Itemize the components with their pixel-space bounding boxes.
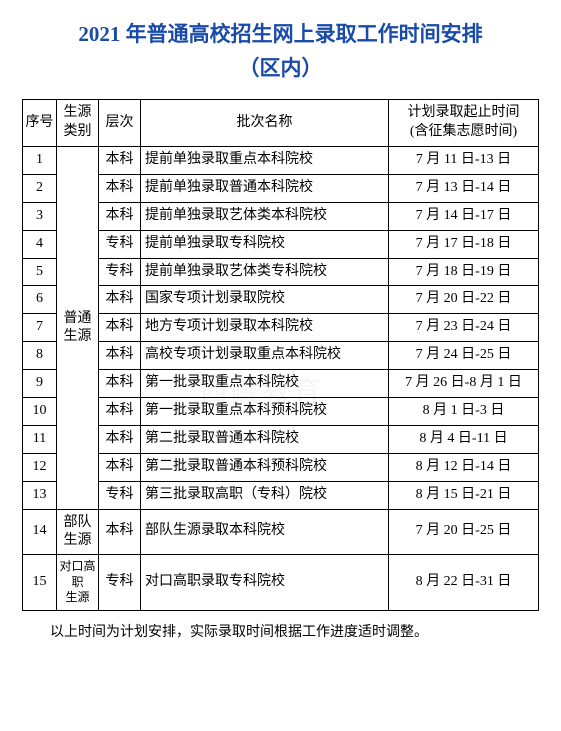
cell-level: 专科 <box>99 258 141 286</box>
table-row: 2 本科 提前单独录取普通本科院校 7 月 13 日-14 日 <box>23 174 539 202</box>
title-line-1: 2021 年普通高校招生网上录取工作时间安排 <box>22 18 539 52</box>
table-row: 7 本科 地方专项计划录取本科院校 7 月 23 日-24 日 <box>23 314 539 342</box>
table-row: 4 专科 提前单独录取专科院校 7 月 17 日-18 日 <box>23 230 539 258</box>
table-row: 14 部队生源 本科 部队生源录取本科院校 7 月 20 日-25 日 <box>23 509 539 554</box>
table-header-row: 序号 生源类别 层次 批次名称 计划录取起止时间 (含征集志愿时间) <box>23 100 539 147</box>
cell-name: 部队生源录取本科院校 <box>141 509 389 554</box>
cell-level: 本科 <box>99 342 141 370</box>
cell-level: 专科 <box>99 481 141 509</box>
cell-level: 本科 <box>99 509 141 554</box>
cell-time: 8 月 1 日-3 日 <box>389 397 539 425</box>
table-row: 5 专科 提前单独录取艺体类专科院校 7 月 18 日-19 日 <box>23 258 539 286</box>
cell-time: 7 月 18 日-19 日 <box>389 258 539 286</box>
table-row: 11 本科 第二批录取普通本科院校 8 月 4 日-11 日 <box>23 425 539 453</box>
cell-seq: 10 <box>23 397 57 425</box>
table-row: 12 本科 第二批录取普通本科预科院校 8 月 12 日-14 日 <box>23 453 539 481</box>
page-title: 2021 年普通高校招生网上录取工作时间安排 （区内） <box>22 18 539 85</box>
cell-name: 第二批录取普通本科院校 <box>141 425 389 453</box>
cell-time: 7 月 23 日-24 日 <box>389 314 539 342</box>
header-level: 层次 <box>99 100 141 147</box>
cell-seq: 3 <box>23 202 57 230</box>
header-time-line1: 计划录取起止时间 <box>408 105 520 120</box>
table-body: 1 普通生源 本科 提前单独录取重点本科院校 7 月 11 日-13 日 2 本… <box>23 146 539 610</box>
table-row: 10 本科 第一批录取重点本科预科院校 8 月 1 日-3 日 <box>23 397 539 425</box>
cell-name: 提前单独录取艺体类本科院校 <box>141 202 389 230</box>
table-row: 1 普通生源 本科 提前单独录取重点本科院校 7 月 11 日-13 日 <box>23 146 539 174</box>
cell-category-army: 部队生源 <box>57 509 99 554</box>
header-time-line2: (含征集志愿时间) <box>410 124 517 139</box>
cell-level: 本科 <box>99 425 141 453</box>
cell-time: 7 月 11 日-13 日 <box>389 146 539 174</box>
table-row: 13 专科 第三批录取高职（专科）院校 8 月 15 日-21 日 <box>23 481 539 509</box>
cell-seq: 15 <box>23 554 57 610</box>
cell-level: 本科 <box>99 370 141 398</box>
cell-name: 第一批录取重点本科预科院校 <box>141 397 389 425</box>
cell-name: 地方专项计划录取本科院校 <box>141 314 389 342</box>
cell-time: 8 月 4 日-11 日 <box>389 425 539 453</box>
cell-name: 第二批录取普通本科预科院校 <box>141 453 389 481</box>
cell-category-duikou: 对口高职生源 <box>57 554 99 610</box>
cell-seq: 11 <box>23 425 57 453</box>
cell-seq: 1 <box>23 146 57 174</box>
footnote-text: 以上时间为计划安排，实际录取时间根据工作进度适时调整。 <box>22 621 539 641</box>
cell-name: 高校专项计划录取重点本科院校 <box>141 342 389 370</box>
cell-level: 本科 <box>99 286 141 314</box>
cell-time: 8 月 12 日-14 日 <box>389 453 539 481</box>
cell-seq: 8 <box>23 342 57 370</box>
cell-name: 第一批录取重点本科院校 <box>141 370 389 398</box>
cell-seq: 9 <box>23 370 57 398</box>
cell-time: 7 月 13 日-14 日 <box>389 174 539 202</box>
cell-name: 提前单独录取艺体类专科院校 <box>141 258 389 286</box>
cell-time: 7 月 20 日-25 日 <box>389 509 539 554</box>
cell-level: 专科 <box>99 230 141 258</box>
cell-seq: 12 <box>23 453 57 481</box>
header-seq: 序号 <box>23 100 57 147</box>
cell-time: 7 月 14 日-17 日 <box>389 202 539 230</box>
table-row: 15 对口高职生源 专科 对口高职录取专科院校 8 月 22 日-31 日 <box>23 554 539 610</box>
header-category: 生源类别 <box>57 100 99 147</box>
cell-seq: 6 <box>23 286 57 314</box>
header-time: 计划录取起止时间 (含征集志愿时间) <box>389 100 539 147</box>
cell-name: 提前单独录取普通本科院校 <box>141 174 389 202</box>
schedule-table: 序号 生源类别 层次 批次名称 计划录取起止时间 (含征集志愿时间) 1 普通生… <box>22 99 539 611</box>
cell-category-normal: 普通生源 <box>57 146 99 509</box>
cell-seq: 2 <box>23 174 57 202</box>
cell-time: 7 月 26 日-8 月 1 日 <box>389 370 539 398</box>
cell-time: 7 月 20 日-22 日 <box>389 286 539 314</box>
cell-level: 本科 <box>99 202 141 230</box>
header-batch-name: 批次名称 <box>141 100 389 147</box>
cell-seq: 7 <box>23 314 57 342</box>
cell-name: 提前单独录取重点本科院校 <box>141 146 389 174</box>
cell-level: 本科 <box>99 397 141 425</box>
cell-seq: 5 <box>23 258 57 286</box>
cell-time: 7 月 24 日-25 日 <box>389 342 539 370</box>
cell-name: 对口高职录取专科院校 <box>141 554 389 610</box>
cell-level: 本科 <box>99 453 141 481</box>
cell-time: 7 月 17 日-18 日 <box>389 230 539 258</box>
title-line-2: （区内） <box>22 52 539 86</box>
table-row: 6 本科 国家专项计划录取院校 7 月 20 日-22 日 <box>23 286 539 314</box>
cell-time: 8 月 15 日-21 日 <box>389 481 539 509</box>
table-row: 3 本科 提前单独录取艺体类本科院校 7 月 14 日-17 日 <box>23 202 539 230</box>
cell-level: 本科 <box>99 174 141 202</box>
table-row: 9 本科 第一批录取重点本科院校 7 月 26 日-8 月 1 日 <box>23 370 539 398</box>
cell-seq: 4 <box>23 230 57 258</box>
cell-level: 本科 <box>99 146 141 174</box>
cell-level: 专科 <box>99 554 141 610</box>
cell-seq: 14 <box>23 509 57 554</box>
cell-name: 国家专项计划录取院校 <box>141 286 389 314</box>
cell-name: 提前单独录取专科院校 <box>141 230 389 258</box>
table-row: 8 本科 高校专项计划录取重点本科院校 7 月 24 日-25 日 <box>23 342 539 370</box>
cell-level: 本科 <box>99 314 141 342</box>
cell-name: 第三批录取高职（专科）院校 <box>141 481 389 509</box>
cell-seq: 13 <box>23 481 57 509</box>
cell-time: 8 月 22 日-31 日 <box>389 554 539 610</box>
